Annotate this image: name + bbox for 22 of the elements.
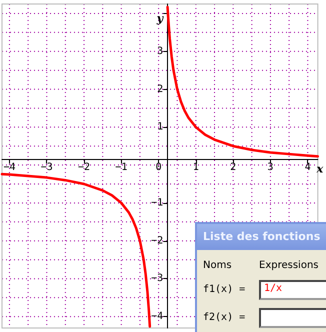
annotation: Liste des fonctions — [197, 224, 326, 250]
y-tick-label: −2 — [151, 235, 164, 246]
x-tick-label: 4 — [304, 162, 311, 174]
y-tick-label: −4 — [151, 311, 164, 322]
x-tick-label: −1 — [115, 162, 128, 174]
x-tick-label: −2 — [78, 162, 90, 174]
y-tick-label: 3 — [157, 46, 164, 57]
annotation: Expressions — [259, 260, 318, 271]
text-field: 1/x — [259, 280, 326, 300]
x-axis-title: x — [316, 162, 324, 176]
y-tick-label: 2 — [157, 84, 164, 95]
y-tick-label: −3 — [151, 273, 164, 284]
annotation: f2(x) = — [203, 312, 246, 323]
annotation: 1/x — [264, 283, 282, 294]
y-axis-title: y — [156, 12, 165, 25]
x-tick-label: −3 — [40, 162, 53, 174]
annotation: Noms — [203, 260, 232, 271]
y-tick-label: −1 — [151, 197, 164, 208]
x-tick-label: 1 — [192, 162, 199, 174]
annotation: f1(x) = — [203, 284, 246, 295]
x-tick-label: −4 — [3, 162, 16, 174]
y-tick-label: 1 — [157, 122, 164, 133]
